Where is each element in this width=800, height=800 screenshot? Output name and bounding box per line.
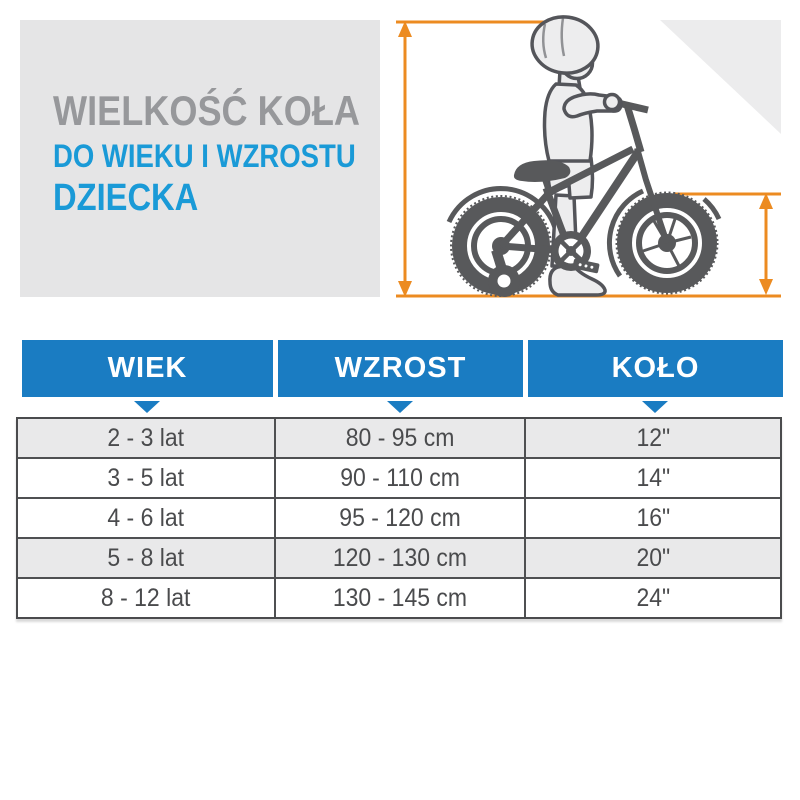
- training-wheel: [488, 265, 520, 297]
- child-hand: [602, 92, 622, 112]
- table-row: 5 - 8 lat 120 - 130 cm 20": [18, 537, 780, 577]
- header-wzrost: WZROST: [278, 340, 523, 397]
- title-line-3: DZIECKA: [53, 177, 199, 219]
- title-box: WIELKOŚĆ KOŁA DO WIEKU I WZROSTU DZIECKA: [20, 20, 380, 297]
- table-row: 2 - 3 lat 80 - 95 cm 12": [18, 419, 780, 457]
- triangle-pointer-kolo: [642, 401, 668, 413]
- triangle-pointer-wiek: [134, 401, 160, 413]
- header-wiek: WIEK: [22, 340, 273, 397]
- table-row: 4 - 6 lat 95 - 120 cm 16": [18, 497, 780, 537]
- child-bike-illustration: [390, 0, 800, 310]
- table-header: WIEK WZROST KOŁO: [22, 340, 783, 397]
- child-height-measure-arrow: [396, 20, 781, 298]
- triangle-pointer-wzrost: [387, 401, 413, 413]
- table-row: 3 - 5 lat 90 - 110 cm 14": [18, 457, 780, 497]
- header-kolo: KOŁO: [528, 340, 783, 397]
- size-table: 2 - 3 lat 80 - 95 cm 12" 3 - 5 lat 90 - …: [16, 417, 782, 619]
- title-line-1: WIELKOŚĆ KOŁA: [53, 87, 361, 134]
- table-row: 8 - 12 lat 130 - 145 cm 24": [18, 577, 780, 617]
- title-line-2: DO WIEKU I WZROSTU: [53, 138, 356, 174]
- child-shoe: [548, 262, 607, 297]
- bike-front-wheel: [606, 188, 722, 295]
- wheel-height-measure-arrow: [675, 192, 781, 295]
- bike-crank-pedal: [551, 231, 600, 274]
- child-helmet: [530, 15, 600, 75]
